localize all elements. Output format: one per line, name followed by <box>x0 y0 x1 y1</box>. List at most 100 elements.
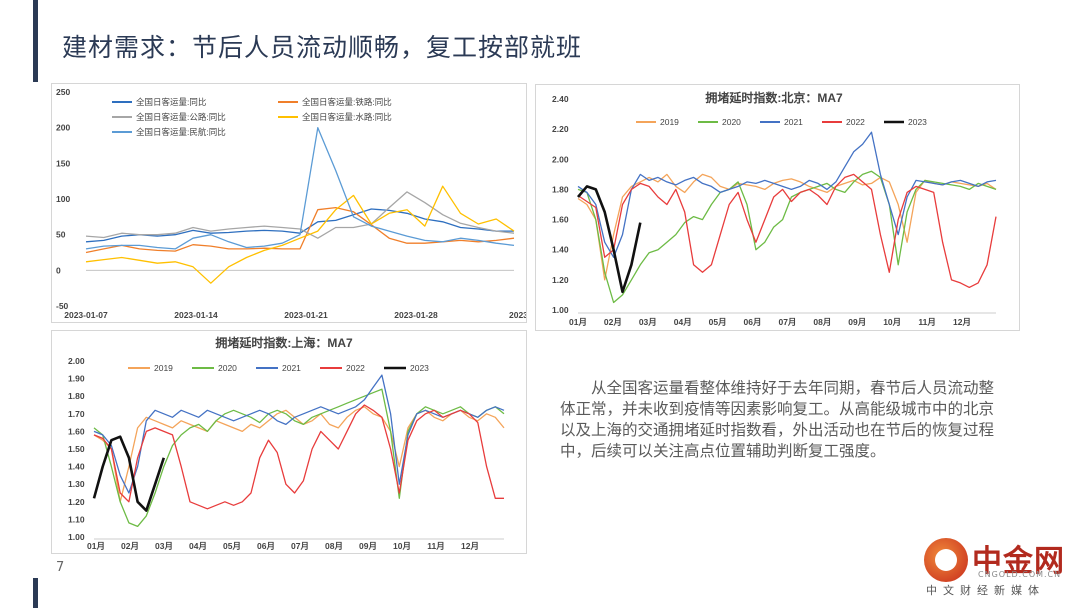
cngold-logo: 中金网 CNGOLD.COM.CN 中文财经新媒体 <box>920 536 1070 600</box>
legend-label: 2019 <box>660 117 679 127</box>
y-tick-label: 1.80 <box>552 184 569 194</box>
y-tick-label: 1.10 <box>68 514 85 524</box>
y-tick-label: 1.50 <box>68 444 85 454</box>
chart-passenger-volume: -50 0 50 100 150 200 250 2023-01-07 2023-01-14 20… <box>51 83 527 323</box>
y-tick-label: -50 <box>56 301 69 311</box>
y-tick-label: 1.70 <box>68 409 85 419</box>
x-tick-label: 10月 <box>393 541 411 551</box>
x-tick-label: 09月 <box>848 317 866 327</box>
series-line-2019 <box>93 406 505 503</box>
x-tick-label: 10月 <box>883 317 901 327</box>
x-tick-label: 01月 <box>87 541 105 551</box>
logo-url: CNGOLD.COM.CN <box>978 570 1062 579</box>
logo-slogan: 中文财经新媒体 <box>926 584 1045 597</box>
x-tick-label: 03月 <box>639 317 657 327</box>
series-line-2022 <box>93 404 504 510</box>
legend-label: 2022 <box>846 117 865 127</box>
x-tick-label: 2023-01-07 <box>64 310 108 320</box>
y-tick-label: 2.00 <box>552 154 569 164</box>
x-tick-label: 11月 <box>427 541 445 551</box>
x-tick-label: 2023-01-21 <box>284 310 328 320</box>
x-tick-label: 02月 <box>121 541 139 551</box>
x-tick-label: 11月 <box>918 317 936 327</box>
page-title: 建材需求：节后人员流动顺畅，复工按部就班 <box>62 33 583 62</box>
logo-brand: 中金网 <box>972 544 1065 579</box>
legend-label: 全国日客运量:水路:同比 <box>302 112 392 122</box>
x-tick-label: 08月 <box>325 541 343 551</box>
x-tick-label: 06月 <box>744 317 762 327</box>
legend-label: 2023 <box>908 117 927 127</box>
chart-shanghai-congestion-svg: 拥堵延时指数:上海：MA7 1.00 1.10 1.20 1.30 1.40 1.50 1.6… <box>68 335 505 551</box>
x-tick-label: 08月 <box>813 317 831 327</box>
legend-label: 全国日客运量:同比 <box>136 97 206 107</box>
logo-seal-icon <box>924 538 968 582</box>
series-line-2020 <box>577 170 997 304</box>
x-tick-label: 12月 <box>461 541 479 551</box>
y-tick-label: 0 <box>56 265 61 275</box>
legend-label: 2022 <box>346 363 365 373</box>
chart-passenger-volume-svg: -50 0 50 100 150 200 250 2023-01-07 2023-01-14 20… <box>56 87 526 320</box>
commentary-text: 从全国客运量看整体维持好于去年同期，春节后人员流动整体正常，并未收到疫情等因素影… <box>560 379 995 460</box>
series-line-2021 <box>93 374 505 494</box>
y-tick-label: 100 <box>56 194 70 204</box>
legend-label: 全国日客运量:公路:同比 <box>136 112 226 122</box>
legend-label: 2020 <box>722 117 741 127</box>
y-tick-label: 1.80 <box>68 391 85 401</box>
y-tick-label: 2.00 <box>68 356 85 366</box>
series-line-全国日客运量:公路:同比 <box>85 191 515 239</box>
x-tick-label: 04月 <box>189 541 207 551</box>
series-line-2021 <box>577 131 997 258</box>
x-tick-label: 09月 <box>359 541 377 551</box>
legend-label: 全国日客运量:铁路:同比 <box>302 97 392 107</box>
series-line-全国日客运量:铁路:同比 <box>85 206 515 254</box>
legend-label: 2019 <box>154 363 173 373</box>
x-tick-label: 2023-02- <box>509 310 526 320</box>
x-tick-label: 01月 <box>569 317 587 327</box>
y-tick-label: 2.20 <box>552 124 569 134</box>
series-line-全国日客运量:同比 <box>85 208 514 243</box>
legend-label: 2021 <box>282 363 301 373</box>
y-tick-label: 1.40 <box>552 245 569 255</box>
chart-beijing-congestion-svg: 拥堵延时指数:北京：MA7 1.00 1.20 1.40 1.60 1.80 2.00 2.2… <box>552 90 997 327</box>
series-line-2022 <box>577 173 997 289</box>
accent-bar-top <box>33 0 38 82</box>
x-tick-label: 07月 <box>778 317 796 327</box>
chart-title: 拥堵延时指数:北京：MA7 <box>705 90 843 105</box>
y-tick-label: 2.40 <box>552 94 569 104</box>
x-tick-label: 2023-01-28 <box>394 310 438 320</box>
chart-title: 拥堵延时指数:上海：MA7 <box>215 335 353 350</box>
y-tick-label: 200 <box>56 123 70 133</box>
legend-label: 全国日客运量:民航:同比 <box>136 127 226 137</box>
series-line-2023 <box>577 185 642 294</box>
y-tick-label: 1.40 <box>68 462 85 472</box>
y-tick-label: 1.20 <box>552 275 569 285</box>
x-tick-label: 06月 <box>257 541 275 551</box>
y-tick-label: 1.90 <box>68 374 85 384</box>
legend-label: 2023 <box>410 363 429 373</box>
commentary-paragraph: 从全国客运量看整体维持好于去年同期，春节后人员流动整体正常，并未收到疫情等因素影… <box>560 378 1000 462</box>
y-tick-label: 1.00 <box>552 305 569 315</box>
y-tick-label: 150 <box>56 158 70 168</box>
y-tick-label: 1.00 <box>68 532 85 542</box>
x-tick-label: 07月 <box>291 541 309 551</box>
x-tick-label: 2023-01-14 <box>174 310 218 320</box>
y-tick-label: 1.60 <box>68 426 85 436</box>
x-tick-label: 02月 <box>604 317 622 327</box>
y-tick-label: 50 <box>56 230 66 240</box>
legend-label: 2020 <box>218 363 237 373</box>
y-tick-label: 1.20 <box>68 497 85 507</box>
series-line-2023 <box>92 435 166 512</box>
x-tick-label: 05月 <box>223 541 241 551</box>
x-tick-label: 04月 <box>674 317 692 327</box>
x-tick-label: 03月 <box>155 541 173 551</box>
legend-label: 2021 <box>784 117 803 127</box>
x-tick-label: 12月 <box>953 317 971 327</box>
chart-beijing-congestion: 拥堵延时指数:北京：MA7 1.00 1.20 1.40 1.60 1.80 2.00 2.2… <box>535 84 1020 331</box>
y-tick-label: 250 <box>56 87 70 97</box>
series-line-全国日客运量:民航:同比 <box>85 127 515 250</box>
accent-bar-bottom <box>33 578 38 608</box>
x-tick-label: 05月 <box>709 317 727 327</box>
page-number: 7 <box>56 560 65 575</box>
chart-shanghai-congestion: 拥堵延时指数:上海：MA7 1.00 1.10 1.20 1.30 1.40 1.50 1.6… <box>51 330 527 554</box>
y-tick-label: 1.30 <box>68 479 85 489</box>
